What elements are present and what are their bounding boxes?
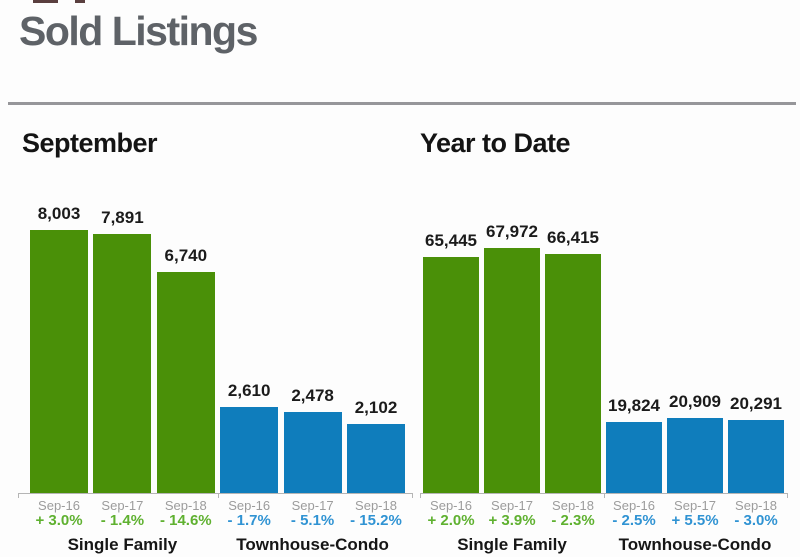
x-tick-label: Sep-18 <box>164 498 207 513</box>
x-tick-label: Sep-16 <box>38 498 80 513</box>
bar-value-label: 8,003 <box>37 204 81 223</box>
x-tick-label: Sep-17 <box>101 498 144 513</box>
pct-change-label: - 2.3% <box>551 512 595 529</box>
x-tick-label: Sep-17 <box>291 498 334 513</box>
pct-change-label: - 3.0% <box>734 512 778 529</box>
axis-tick <box>18 493 19 498</box>
page-title: Sold Listings <box>19 8 258 54</box>
bar-green <box>156 272 215 493</box>
bar-blue <box>220 407 279 493</box>
crop-artifact <box>33 0 58 3</box>
pct-change-label: + 5.5% <box>671 512 719 529</box>
pct-change-label: + 2.0% <box>427 512 475 529</box>
bar-blue <box>728 420 784 493</box>
bar-green <box>423 257 479 493</box>
x-tick-label: Sep-18 <box>735 498 777 513</box>
axis-tick <box>787 493 788 498</box>
group-label: Single Family <box>67 535 178 554</box>
group-label: Single Family <box>457 535 567 554</box>
x-axis-line <box>18 493 412 494</box>
bar-value-label: 7,891 <box>101 208 144 227</box>
x-tick-label: Sep-18 <box>355 498 397 513</box>
bar-blue <box>347 424 405 493</box>
bar-value-label: 2,102 <box>354 398 398 417</box>
bar-value-label: 19,824 <box>608 396 660 415</box>
x-tick-label: Sep-16 <box>613 498 655 513</box>
bar-value-label: 65,445 <box>425 231 477 250</box>
pct-change-label: + 3.9% <box>488 512 536 529</box>
bar-value-label: 20,291 <box>730 394 782 413</box>
title-divider <box>8 102 796 105</box>
axis-tick <box>217 493 219 498</box>
bar-green <box>484 248 540 493</box>
bar-green <box>93 234 152 493</box>
pct-change-label: - 2.5% <box>612 512 656 529</box>
bar-blue <box>667 418 723 493</box>
x-tick-label: Sep-17 <box>674 498 716 513</box>
bar-value-label: 6,740 <box>164 246 208 265</box>
bar-green <box>30 230 88 493</box>
bar-value-label: 2,478 <box>291 386 334 405</box>
pct-change-label: + 3.0% <box>35 512 83 529</box>
bar-value-label: 66,415 <box>547 228 599 247</box>
x-tick-label: Sep-18 <box>552 498 594 513</box>
bar-value-label: 2,610 <box>227 381 271 400</box>
bar-blue <box>606 422 662 493</box>
x-tick-label: Sep-16 <box>228 498 271 513</box>
pct-change-label: - 1.7% <box>227 512 271 529</box>
bar-blue <box>283 412 342 493</box>
x-tick-label: Sep-16 <box>430 498 472 513</box>
axis-tick <box>603 493 605 498</box>
crop-artifact <box>75 0 85 3</box>
bar-value-label: 20,909 <box>669 392 721 411</box>
pct-change-label: - 15.2% <box>350 512 402 529</box>
group-label: Townhouse-Condo <box>236 535 389 554</box>
x-tick-label: Sep-17 <box>491 498 533 513</box>
bar-green <box>545 254 601 493</box>
pct-change-label: - 14.6% <box>159 512 212 529</box>
bar-value-label: 67,972 <box>486 222 538 241</box>
group-label: Townhouse-Condo <box>618 535 772 554</box>
pct-change-label: - 5.1% <box>290 512 335 529</box>
axis-tick <box>420 493 421 498</box>
chart-heading-september: September <box>22 128 158 158</box>
chart-heading-year-to-date: Year to Date <box>420 128 571 158</box>
axis-tick <box>412 493 413 498</box>
pct-change-label: - 1.4% <box>100 512 145 529</box>
